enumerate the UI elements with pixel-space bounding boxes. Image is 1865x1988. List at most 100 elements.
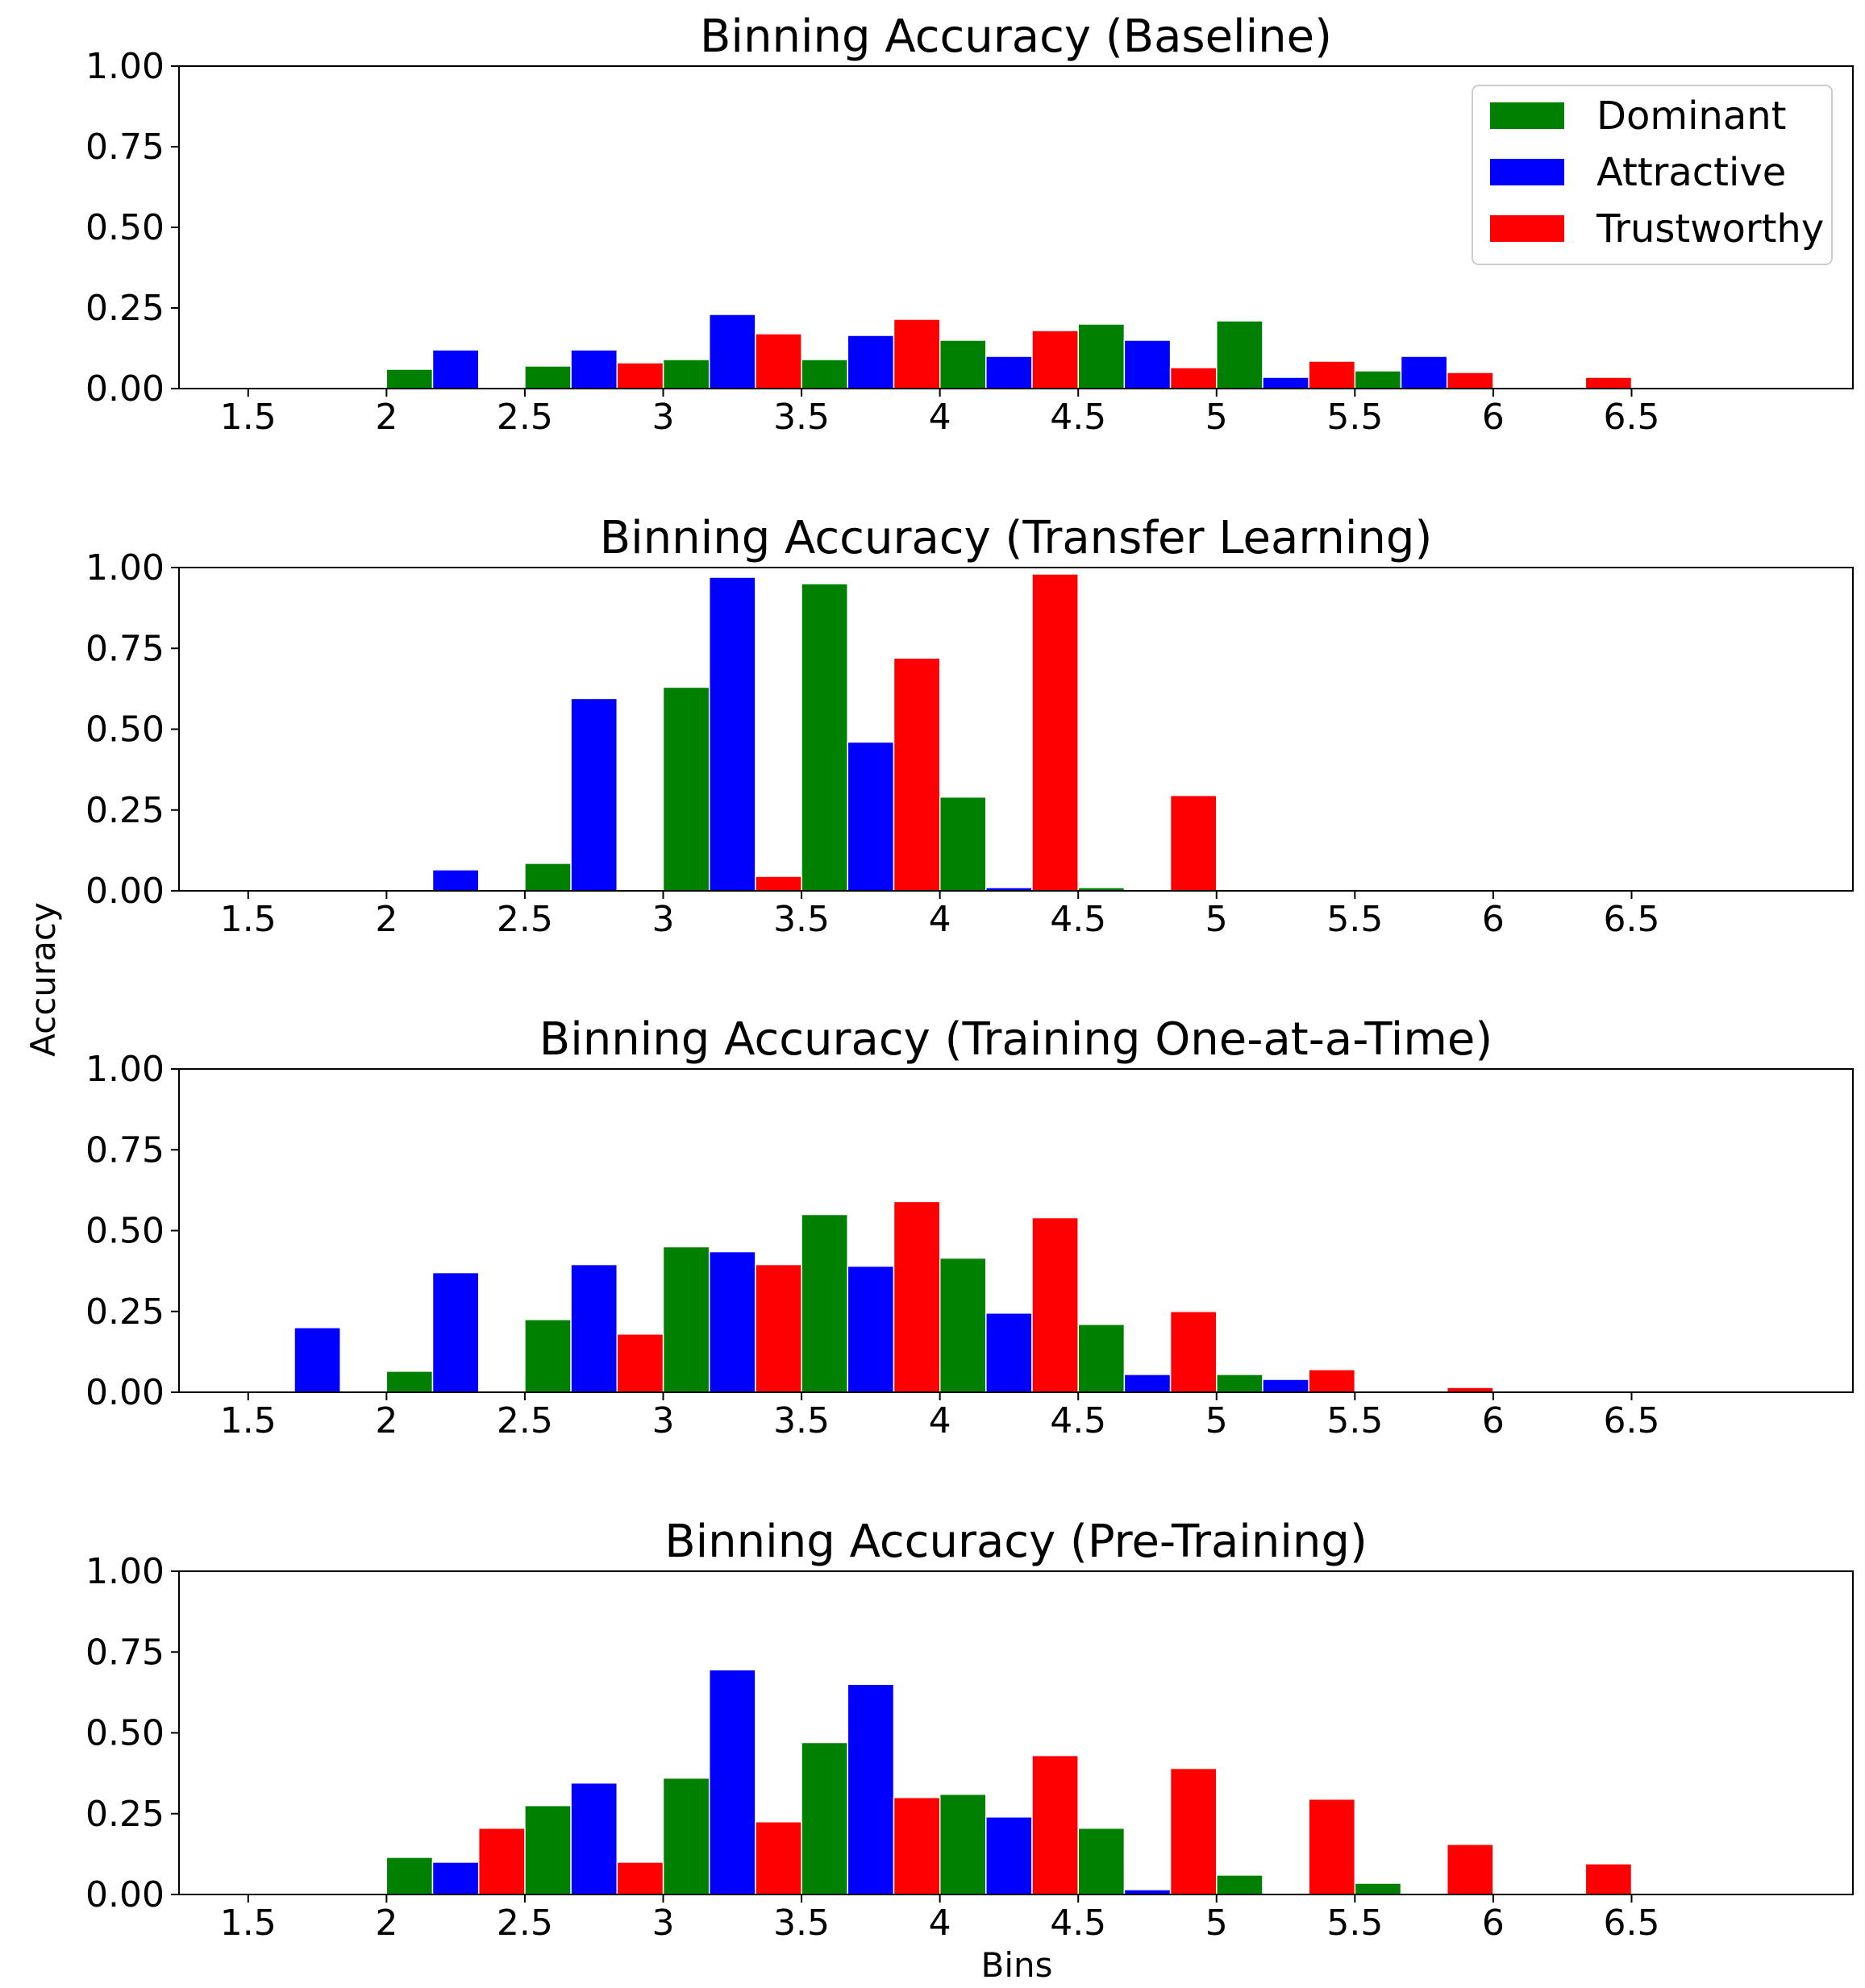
x-tick-label: 5 (1205, 397, 1228, 438)
x-tick-label: 5 (1205, 899, 1228, 940)
x-tick-label: 5.5 (1326, 1903, 1383, 1944)
y-tick-label: 0.25 (85, 1291, 164, 1333)
x-tick-label: 2 (375, 899, 398, 940)
bar-trustworthy-3 (756, 1822, 801, 1894)
bar-attractive-2 (433, 350, 479, 389)
bar-dominant-5-5 (1355, 371, 1401, 389)
bar-dominant-3-5 (801, 1743, 847, 1895)
legend-label-dominant: Dominant (1596, 94, 1787, 139)
y-tick-label: 0.75 (85, 1129, 164, 1171)
bar-attractive-3-5 (847, 1684, 893, 1894)
y-tick-label: 0.00 (85, 1372, 164, 1413)
x-tick-label: 2.5 (497, 1903, 553, 1944)
bar-trustworthy-3-5 (894, 1201, 940, 1392)
x-tick-label: 6 (1482, 1903, 1505, 1944)
x-tick-label: 2 (375, 1400, 398, 1441)
x-tick-label: 2.5 (497, 899, 553, 940)
bar-trustworthy-2 (479, 1828, 525, 1894)
panel-title: Binning Accuracy (Baseline) (700, 10, 1332, 63)
bar-dominant-5 (1217, 1875, 1263, 1894)
x-tick-label: 1.5 (220, 1903, 277, 1944)
x-tick-label: 6.5 (1603, 397, 1659, 438)
bar-trustworthy-4 (1032, 574, 1078, 891)
bar-attractive-2-5 (571, 1265, 617, 1392)
bar-dominant-2-5 (525, 863, 571, 891)
x-tick-label: 3 (652, 899, 674, 940)
bar-trustworthy-5-5 (1447, 372, 1493, 389)
bar-attractive-5 (1263, 377, 1309, 389)
bar-dominant-4-5 (1078, 1325, 1124, 1392)
x-tick-label: 3 (652, 397, 674, 438)
bar-attractive-2-5 (571, 350, 617, 389)
bar-dominant-2 (386, 1857, 432, 1894)
bar-trustworthy-5 (1309, 1370, 1355, 1392)
bar-dominant-3-5 (801, 360, 847, 389)
bar-attractive-5-5 (1401, 356, 1447, 389)
bar-trustworthy-3 (756, 876, 801, 891)
y-tick-label: 0.75 (85, 628, 164, 669)
bar-dominant-4-5 (1078, 1828, 1124, 1894)
y-tick-label: 0.50 (85, 1211, 164, 1252)
x-tick-label: 5 (1205, 1400, 1228, 1441)
bar-dominant-4-5 (1078, 324, 1124, 389)
bar-trustworthy-3-5 (894, 319, 940, 389)
x-tick-label: 4.5 (1050, 397, 1106, 438)
bar-dominant-3 (664, 1778, 710, 1894)
x-tick-label: 1.5 (220, 397, 277, 438)
x-tick-label: 4 (929, 899, 951, 940)
bar-dominant-2 (386, 1371, 432, 1392)
bar-trustworthy-5 (1309, 361, 1355, 389)
bar-trustworthy-2-5 (617, 1862, 663, 1894)
x-tick-label: 5.5 (1326, 899, 1383, 940)
bar-trustworthy-3-5 (894, 1798, 940, 1894)
x-tick-label: 6.5 (1603, 899, 1659, 940)
bar-dominant-4 (940, 340, 986, 389)
figure-background (0, 0, 1865, 1988)
bar-trustworthy-3-5 (894, 658, 940, 891)
bar-dominant-2-5 (525, 1806, 571, 1894)
x-tick-label: 3.5 (773, 1903, 830, 1944)
bar-trustworthy-4-5 (1171, 796, 1217, 891)
legend: Dominant Attractive Trustworthy (1472, 85, 1832, 264)
bar-attractive-4-5 (1124, 340, 1170, 389)
x-tick-label: 1.5 (220, 1400, 277, 1441)
panel-title: Binning Accuracy (Transfer Learning) (600, 512, 1433, 564)
bar-dominant-3 (664, 687, 710, 891)
x-tick-label: 4 (929, 397, 951, 438)
legend-label-trustworthy: Trustworthy (1596, 206, 1824, 252)
x-tick-label: 5 (1205, 1903, 1228, 1944)
bar-trustworthy-3 (756, 1265, 801, 1392)
y-tick-label: 0.25 (85, 790, 164, 831)
bar-dominant-4 (940, 1795, 986, 1894)
panel-title: Binning Accuracy (Training One-at-a-Time… (539, 1013, 1492, 1066)
bar-dominant-2 (386, 369, 432, 389)
bar-dominant-2-5 (525, 366, 571, 389)
y-tick-label: 0.25 (85, 1794, 164, 1835)
x-tick-label: 1.5 (220, 899, 277, 940)
bar-attractive-3-5 (847, 335, 893, 389)
bar-attractive-3 (710, 1252, 756, 1392)
legend-swatch-trustworthy (1490, 215, 1564, 242)
bar-trustworthy-4 (1032, 1218, 1078, 1393)
y-tick-label: 0.00 (85, 1874, 164, 1915)
x-tick-label: 4.5 (1050, 899, 1106, 940)
bar-trustworthy-4-5 (1171, 1769, 1217, 1894)
bar-attractive-2 (433, 1862, 479, 1894)
bar-trustworthy-2-5 (617, 363, 663, 389)
figure: Binning Accuracy (Baseline) 0.00 0.25 0.50… (0, 0, 1865, 1988)
bar-dominant-3 (664, 1247, 710, 1393)
x-tick-label: 3.5 (773, 1400, 830, 1441)
x-tick-label: 2.5 (497, 1400, 553, 1441)
bar-trustworthy-5 (1309, 1799, 1355, 1894)
x-axis-label: Bins (981, 1945, 1053, 1985)
y-tick-label: 0.25 (85, 288, 164, 329)
bar-trustworthy-2-5 (617, 1334, 663, 1392)
bar-dominant-4 (940, 1258, 986, 1392)
x-tick-label: 4.5 (1050, 1400, 1106, 1441)
y-tick-label: 0.50 (85, 207, 164, 248)
y-tick-label: 0.50 (85, 709, 164, 751)
x-tick-label: 4.5 (1050, 1903, 1106, 1944)
x-tick-label: 6 (1482, 899, 1505, 940)
x-tick-label: 6.5 (1603, 1903, 1659, 1944)
x-tick-label: 6 (1482, 1400, 1505, 1441)
